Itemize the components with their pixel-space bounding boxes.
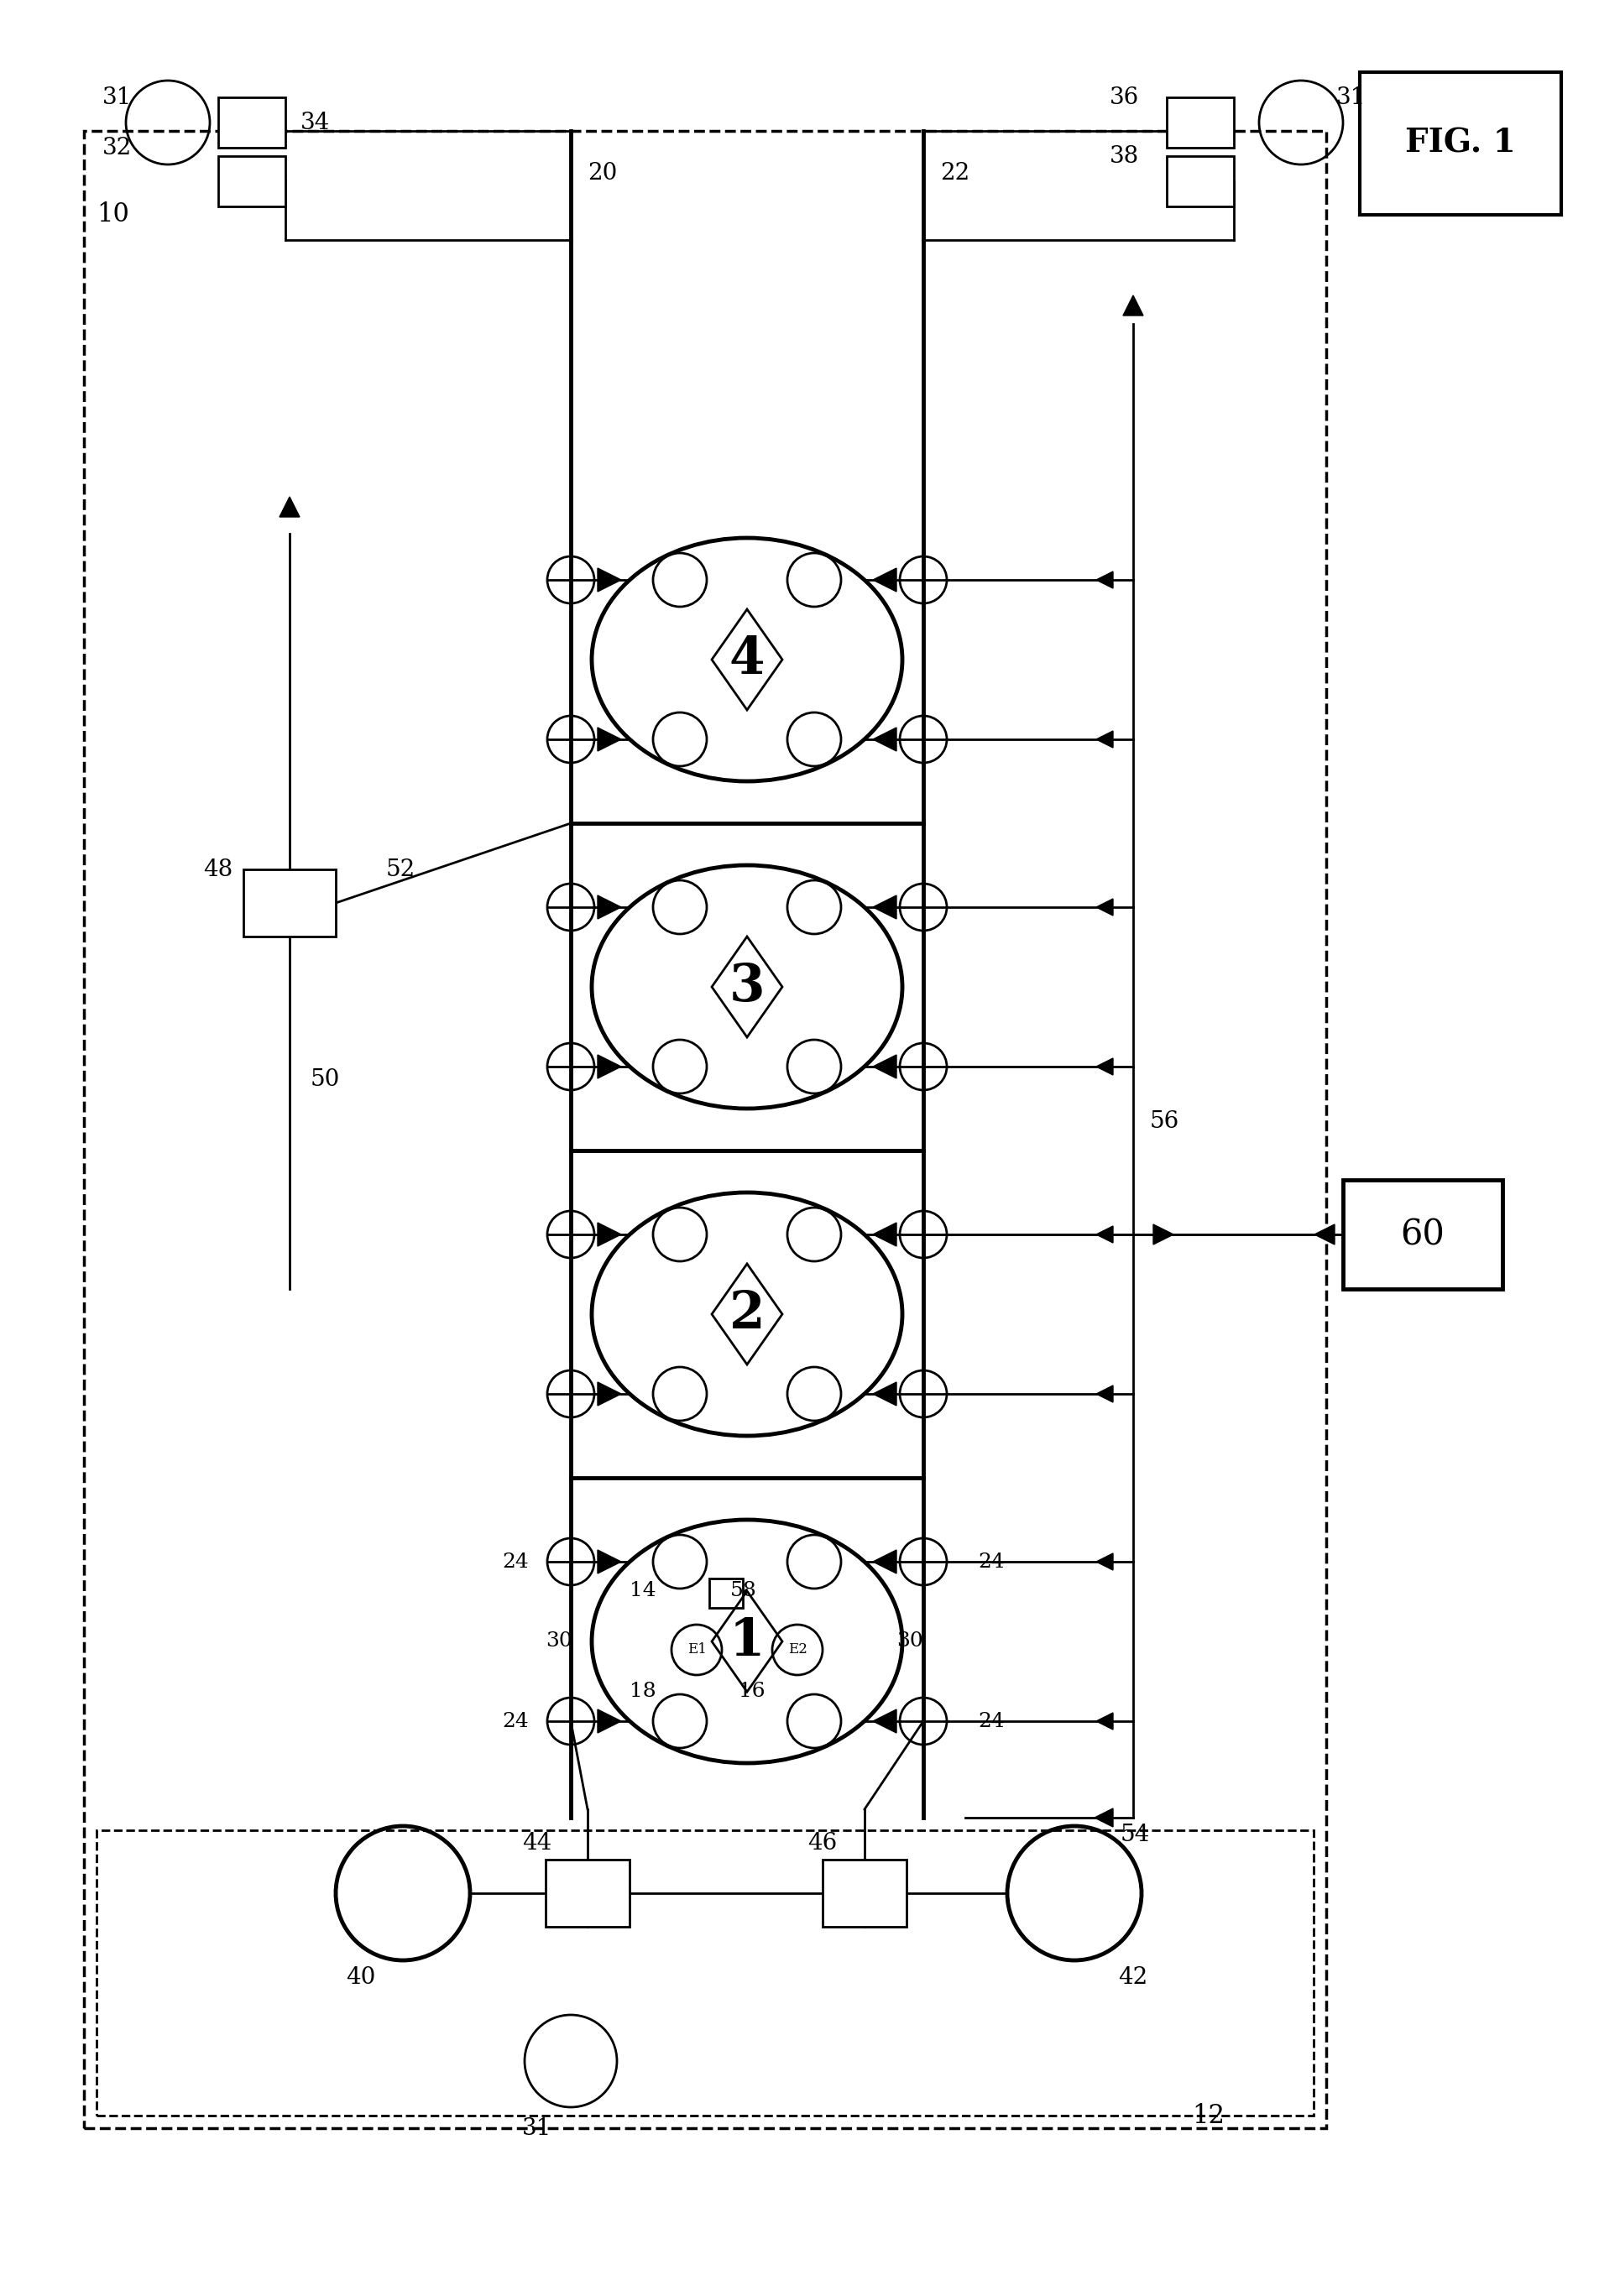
Text: 20: 20 (587, 161, 617, 184)
Text: 32: 32 (102, 135, 133, 158)
Text: 34: 34 (301, 110, 329, 133)
Polygon shape (598, 1224, 620, 1247)
Polygon shape (873, 1550, 897, 1573)
Text: 31: 31 (1337, 85, 1366, 108)
Text: 16: 16 (739, 1683, 766, 1701)
Text: 24: 24 (979, 1552, 1004, 1570)
Text: 10: 10 (96, 202, 130, 227)
Text: 50: 50 (310, 1068, 341, 1091)
Polygon shape (598, 1054, 620, 1079)
Text: 58: 58 (731, 1582, 756, 1600)
Text: E1: E1 (688, 1642, 707, 1658)
Text: E2: E2 (788, 1642, 807, 1658)
Polygon shape (1097, 1058, 1113, 1075)
Text: 52: 52 (385, 859, 416, 882)
Text: 46: 46 (807, 1832, 838, 1855)
Polygon shape (873, 895, 897, 918)
Bar (217, 96, 285, 147)
Polygon shape (1097, 1226, 1113, 1242)
Polygon shape (873, 1054, 897, 1079)
Bar (1343, 1180, 1503, 1288)
Polygon shape (1097, 1713, 1113, 1729)
Ellipse shape (592, 1520, 902, 1763)
Polygon shape (873, 1711, 897, 1733)
Text: 1: 1 (729, 1616, 764, 1667)
Text: 42: 42 (1118, 1965, 1148, 1988)
Text: 31: 31 (523, 2117, 552, 2140)
Text: 18: 18 (630, 1683, 656, 1701)
Bar (96, 1830, 1314, 2115)
Polygon shape (1122, 296, 1143, 315)
Ellipse shape (592, 1192, 902, 1435)
Polygon shape (598, 895, 620, 918)
Polygon shape (598, 1711, 620, 1733)
Text: 4: 4 (729, 634, 764, 684)
Bar (710, 1580, 744, 1607)
Polygon shape (598, 1550, 620, 1573)
Polygon shape (1314, 1224, 1335, 1244)
Polygon shape (598, 1382, 620, 1405)
Ellipse shape (592, 537, 902, 781)
Polygon shape (873, 1224, 897, 1247)
Bar (243, 870, 336, 937)
Polygon shape (1097, 1384, 1113, 1403)
Text: 56: 56 (1150, 1109, 1180, 1132)
Polygon shape (873, 1382, 897, 1405)
Text: 40: 40 (345, 1965, 376, 1988)
Polygon shape (1097, 730, 1113, 748)
Polygon shape (598, 567, 620, 592)
Bar (83, 131, 1326, 2128)
Polygon shape (873, 728, 897, 751)
Text: 3: 3 (729, 962, 764, 1013)
Text: 38: 38 (1110, 145, 1140, 168)
Text: 31: 31 (102, 85, 133, 108)
Bar (1167, 96, 1234, 147)
Polygon shape (873, 567, 897, 592)
Bar (217, 156, 285, 207)
Polygon shape (1097, 1554, 1113, 1570)
Polygon shape (1153, 1224, 1174, 1244)
Text: 60: 60 (1401, 1217, 1445, 1251)
Polygon shape (1097, 572, 1113, 588)
Bar (83, 131, 1326, 2128)
Text: 12: 12 (1191, 2103, 1225, 2128)
Bar (822, 1860, 907, 1926)
Text: 22: 22 (940, 161, 969, 184)
Ellipse shape (592, 866, 902, 1109)
Polygon shape (598, 728, 620, 751)
Polygon shape (1095, 1809, 1113, 1828)
Text: 36: 36 (1110, 85, 1140, 108)
Text: 44: 44 (523, 1832, 552, 1855)
Text: 24: 24 (502, 1552, 529, 1570)
Polygon shape (280, 496, 299, 517)
Text: 14: 14 (630, 1582, 656, 1600)
Text: 54: 54 (1121, 1823, 1150, 1846)
Text: FIG. 1: FIG. 1 (1406, 129, 1516, 158)
Text: 30: 30 (545, 1632, 572, 1651)
Text: 24: 24 (502, 1711, 529, 1731)
Text: 2: 2 (729, 1288, 764, 1339)
Bar (1167, 156, 1234, 207)
Polygon shape (1097, 898, 1113, 916)
Bar (1359, 71, 1561, 216)
Text: 30: 30 (897, 1632, 923, 1651)
Text: 48: 48 (203, 859, 233, 882)
Text: 24: 24 (979, 1711, 1004, 1731)
Bar (545, 1860, 630, 1926)
